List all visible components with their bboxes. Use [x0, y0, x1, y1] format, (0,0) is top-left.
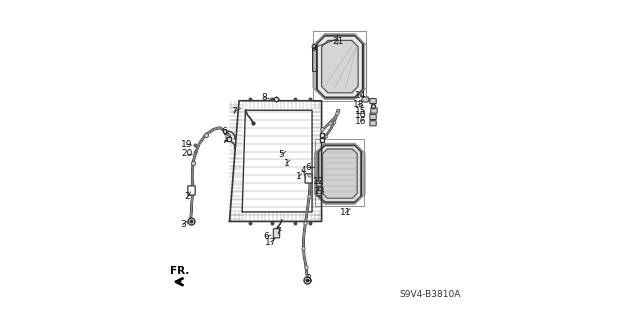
Polygon shape — [317, 36, 363, 98]
Text: 2: 2 — [185, 192, 190, 201]
Text: 9: 9 — [310, 44, 316, 53]
Polygon shape — [319, 145, 362, 202]
Text: 1: 1 — [223, 134, 229, 143]
FancyBboxPatch shape — [305, 174, 312, 183]
Text: 3: 3 — [306, 274, 312, 283]
Text: FR.: FR. — [170, 266, 189, 276]
Text: 6: 6 — [263, 232, 269, 241]
FancyBboxPatch shape — [317, 181, 321, 186]
Text: 7: 7 — [275, 227, 281, 236]
Polygon shape — [321, 41, 358, 93]
Text: 6: 6 — [305, 163, 311, 172]
FancyBboxPatch shape — [370, 99, 376, 104]
Text: 17: 17 — [265, 238, 276, 247]
FancyBboxPatch shape — [362, 97, 368, 102]
Text: 18: 18 — [353, 100, 365, 109]
Text: 8: 8 — [262, 93, 268, 102]
Text: 15: 15 — [355, 108, 367, 116]
Text: 13: 13 — [314, 187, 326, 196]
Text: 3: 3 — [180, 220, 186, 229]
Polygon shape — [323, 149, 357, 198]
Text: 16: 16 — [355, 117, 367, 126]
FancyBboxPatch shape — [188, 186, 195, 195]
Text: 12: 12 — [313, 177, 324, 186]
FancyBboxPatch shape — [371, 108, 377, 113]
Text: 6: 6 — [222, 127, 228, 136]
Text: 7: 7 — [232, 107, 237, 116]
FancyBboxPatch shape — [317, 191, 321, 196]
FancyBboxPatch shape — [370, 121, 376, 126]
FancyBboxPatch shape — [370, 115, 376, 120]
Text: 14: 14 — [355, 91, 366, 100]
Text: 1: 1 — [296, 172, 301, 181]
Text: 11: 11 — [340, 208, 351, 217]
Text: 10: 10 — [355, 111, 367, 120]
Text: 4: 4 — [300, 166, 306, 175]
Text: 21: 21 — [332, 37, 344, 46]
Text: 19: 19 — [181, 140, 193, 149]
FancyBboxPatch shape — [273, 229, 280, 238]
Text: 1: 1 — [284, 159, 289, 168]
Text: 20: 20 — [181, 149, 192, 158]
Text: 5: 5 — [278, 150, 284, 159]
Text: S9V4-B3810A: S9V4-B3810A — [399, 290, 460, 299]
